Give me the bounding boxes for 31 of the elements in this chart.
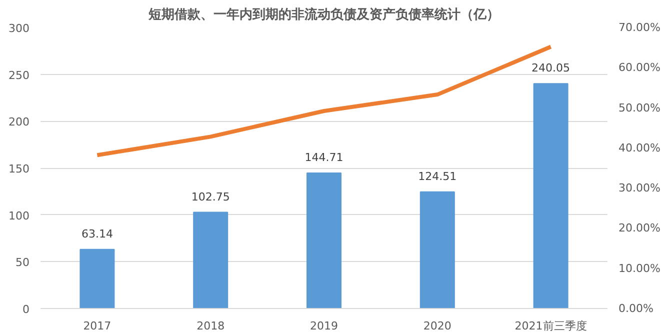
y-tick-label: 250	[8, 68, 30, 82]
x-tick-label: 2018	[196, 320, 225, 332]
x-tick-label: 2020	[423, 320, 452, 332]
y-tick-label: 300	[8, 22, 30, 35]
chart-title: 短期借款、一年内到期的非流动负债及资产负债率统计（亿）	[148, 6, 500, 22]
bar	[80, 248, 115, 308]
data-label: 124.51	[418, 170, 457, 183]
y-tick-label: 50	[16, 256, 30, 270]
y2-tick-label: 50.00%	[618, 101, 660, 114]
x-tick-label: 2019	[310, 320, 338, 332]
y2-tick-label: 60.00%	[618, 61, 660, 74]
bar	[533, 83, 568, 308]
x-tick-label: 2021前三季度	[514, 320, 587, 332]
y-tick-label: 150	[8, 162, 30, 176]
data-label: 102.75	[191, 190, 230, 204]
bar	[193, 212, 228, 308]
y2-tick-label: 30.00%	[618, 182, 660, 195]
data-label: 63.14	[81, 227, 113, 240]
y2-tick-label: 70.00%	[618, 21, 660, 34]
y-tick-label: 0	[22, 303, 30, 316]
bar	[420, 191, 455, 308]
data-label: 144.71	[304, 150, 344, 164]
y2-tick-label: 0.00%	[618, 302, 654, 315]
y2-tick-label: 20.00%	[618, 222, 660, 235]
y2-tick-label: 10.00%	[618, 262, 660, 275]
y-tick-label: 100	[8, 209, 30, 222]
y2-tick-label: 40.00%	[618, 141, 660, 154]
bar	[306, 172, 342, 308]
y-tick-label: 200	[8, 116, 30, 129]
data-label: 240.05	[532, 62, 570, 75]
x-tick-label: 2017	[83, 320, 112, 332]
